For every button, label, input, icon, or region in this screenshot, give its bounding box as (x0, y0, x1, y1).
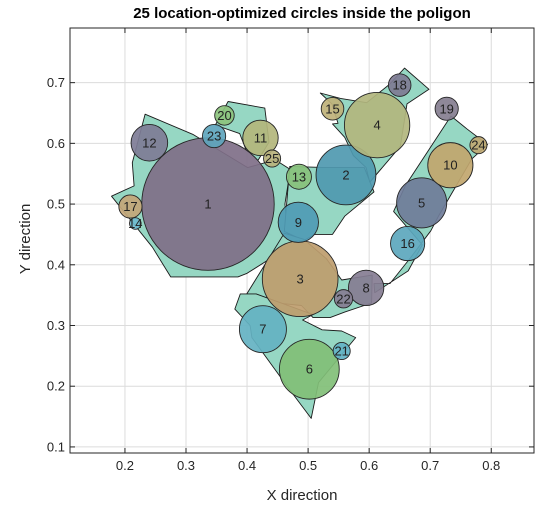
circle-label-3: 3 (297, 271, 304, 286)
circle-5 (396, 177, 448, 229)
circle-label-2: 2 (342, 167, 349, 182)
x-tick-label-0: 0.2 (116, 458, 134, 473)
circle-11 (242, 119, 279, 157)
axes-box (69, 27, 535, 454)
circle-7 (238, 305, 287, 354)
circle-17 (118, 194, 143, 219)
x-tick-label-3: 0.5 (299, 458, 317, 473)
circle-22 (333, 289, 354, 309)
y-tick-label-6: 0.7 (47, 75, 65, 90)
plot-area: 1234567891011121314151617181920212223242… (111, 67, 489, 419)
circle-14 (129, 217, 142, 230)
circle-label-7: 7 (259, 322, 266, 337)
y-tick-label-2: 0.3 (47, 318, 65, 333)
x-tick-label-5: 0.7 (421, 458, 439, 473)
circle-label-19: 19 (439, 101, 453, 116)
circle-label-14: 14 (128, 216, 142, 231)
circle-label-10: 10 (443, 158, 457, 173)
x-tick-label-1: 0.3 (177, 458, 195, 473)
circle-label-8: 8 (362, 280, 369, 295)
circle-label-23: 23 (207, 129, 221, 144)
circle-label-20: 20 (217, 108, 231, 123)
circle-label-12: 12 (142, 135, 156, 150)
y-tick-label-0: 0.1 (47, 439, 65, 454)
circle-4 (343, 92, 411, 159)
circle-label-13: 13 (292, 169, 306, 184)
circle-21 (332, 342, 351, 360)
circle-20 (214, 105, 235, 126)
circle-label-18: 18 (392, 78, 406, 93)
circle-label-21: 21 (334, 344, 348, 359)
plot-content: 1234567891011121314151617181920212223242… (111, 67, 489, 419)
circle-label-6: 6 (306, 362, 313, 377)
x-tick-label-2: 0.4 (238, 458, 256, 473)
circle-label-15: 15 (325, 101, 339, 116)
y-tick-label-4: 0.5 (47, 197, 65, 212)
circle-label-9: 9 (295, 215, 302, 230)
circle-16 (390, 225, 426, 262)
circle-label-4: 4 (373, 118, 380, 133)
y-tick-label-3: 0.4 (47, 257, 65, 272)
circle-24 (469, 136, 488, 155)
circle-10 (427, 142, 474, 189)
circle-13 (285, 163, 312, 190)
circle-23 (202, 124, 227, 149)
circle-label-24: 24 (471, 138, 485, 153)
circle-label-17: 17 (123, 199, 137, 214)
circle-12 (130, 123, 169, 162)
circle-label-5: 5 (418, 195, 425, 210)
circle-label-1: 1 (204, 197, 211, 212)
y-tick-label-5: 0.6 (47, 136, 65, 151)
x-tick-label-4: 0.6 (360, 458, 378, 473)
x-axis-label: X direction (267, 487, 338, 504)
circle-2 (315, 144, 377, 206)
circle-19 (434, 96, 459, 121)
circle-label-22: 22 (336, 291, 350, 306)
circle-6 (278, 338, 340, 400)
y-tick-label-1: 0.2 (47, 379, 65, 394)
circle-9 (277, 201, 319, 243)
axes: 0.2 0.3 0.4 0.5 0.6 0.7 0.8 0.1 0.2 0.3 0.4 0.5 0.6 0… (47, 27, 535, 473)
y-axis-label: Y direction (17, 204, 34, 275)
chart-title: 25 location-optimized circles inside the… (133, 5, 471, 22)
x-tick-label-6: 0.8 (482, 458, 500, 473)
circle-label-25: 25 (265, 151, 279, 166)
circle-label-16: 16 (400, 236, 414, 251)
circle-25 (263, 149, 282, 168)
circle-8 (347, 269, 385, 307)
circle-18 (387, 73, 412, 97)
circle-15 (320, 97, 345, 121)
circle-label-11: 11 (254, 130, 268, 145)
